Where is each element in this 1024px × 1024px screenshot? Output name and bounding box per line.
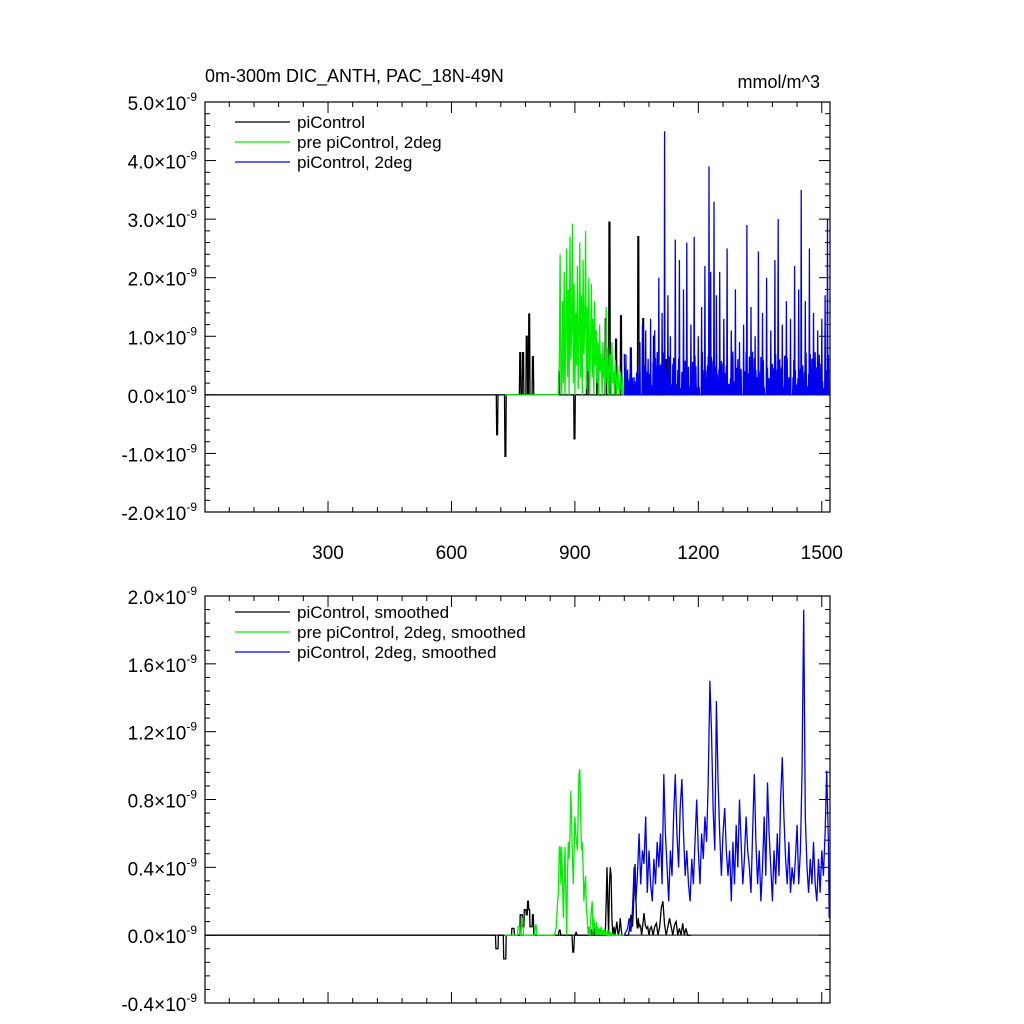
top-x-tick-label: 900 xyxy=(559,543,591,564)
bottom-legend-label-2: piControl, 2deg, smoothed xyxy=(297,643,496,662)
bottom-legend-label-0: piControl, smoothed xyxy=(297,603,449,622)
top-series-line-0 xyxy=(205,221,691,458)
top-chart-units: mmol/m^3 xyxy=(738,72,820,92)
bottom-series-line-2 xyxy=(623,609,830,936)
bottom-legend-label-1: pre piControl, 2deg, smoothed xyxy=(297,623,526,642)
bottom-panel: -0.4×10-9 0.0×10-9 0.4×10-9 0.8×10-9 1.2×10-… xyxy=(121,584,831,1016)
top-plot-frame xyxy=(204,101,831,513)
top-y-tick-label: -2.0×10-9 xyxy=(121,500,197,525)
top-legend-label-1: pre piControl, 2deg xyxy=(297,133,442,152)
bottom-y-tick-label: 1.6×10-9 xyxy=(128,652,198,677)
top-y-tick-label: 4.0×10-9 xyxy=(128,149,198,174)
bottom-y-tick-label: 1.2×10-9 xyxy=(128,720,198,745)
top-legend-label-0: piControl xyxy=(297,113,365,132)
top-panel: 0m-300m DIC_ANTH, PAC_18N-49N mmol/m^3 -… xyxy=(121,66,843,564)
top-y-tick-label: 0.0×10-9 xyxy=(128,383,198,408)
top-x-tick-label: 300 xyxy=(312,543,344,564)
top-y-tick-label: 2.0×10-9 xyxy=(128,266,198,291)
top-x-tick-label: 1500 xyxy=(801,543,843,564)
bottom-y-tick-label: 0.8×10-9 xyxy=(128,788,198,813)
bottom-y-tick-label: 0.0×10-9 xyxy=(128,923,198,948)
top-series-line-1 xyxy=(505,223,625,396)
top-y-tick-label: -1.0×10-9 xyxy=(121,441,197,466)
bottom-series-line-0 xyxy=(205,863,691,960)
top-series-group xyxy=(205,131,830,458)
top-y-tick-label: 3.0×10-9 xyxy=(128,207,198,232)
bottom-series-group xyxy=(205,609,830,960)
top-chart-title: 0m-300m DIC_ANTH, PAC_18N-49N xyxy=(205,66,504,87)
top-legend-label-2: piControl, 2deg xyxy=(297,153,412,172)
bottom-series-line-1 xyxy=(505,768,625,938)
top-x-tick-label: 1200 xyxy=(677,543,719,564)
top-x-tick-label: 600 xyxy=(436,543,468,564)
bottom-y-tick-label: 0.4×10-9 xyxy=(128,855,198,880)
bottom-y-tick-label: 2.0×10-9 xyxy=(128,584,198,609)
top-y-tick-label: 1.0×10-9 xyxy=(128,324,198,349)
top-y-tick-label: 5.0×10-9 xyxy=(128,90,198,115)
bottom-y-tick-label: -0.4×10-9 xyxy=(121,991,197,1016)
top-series-line-2 xyxy=(623,131,830,396)
